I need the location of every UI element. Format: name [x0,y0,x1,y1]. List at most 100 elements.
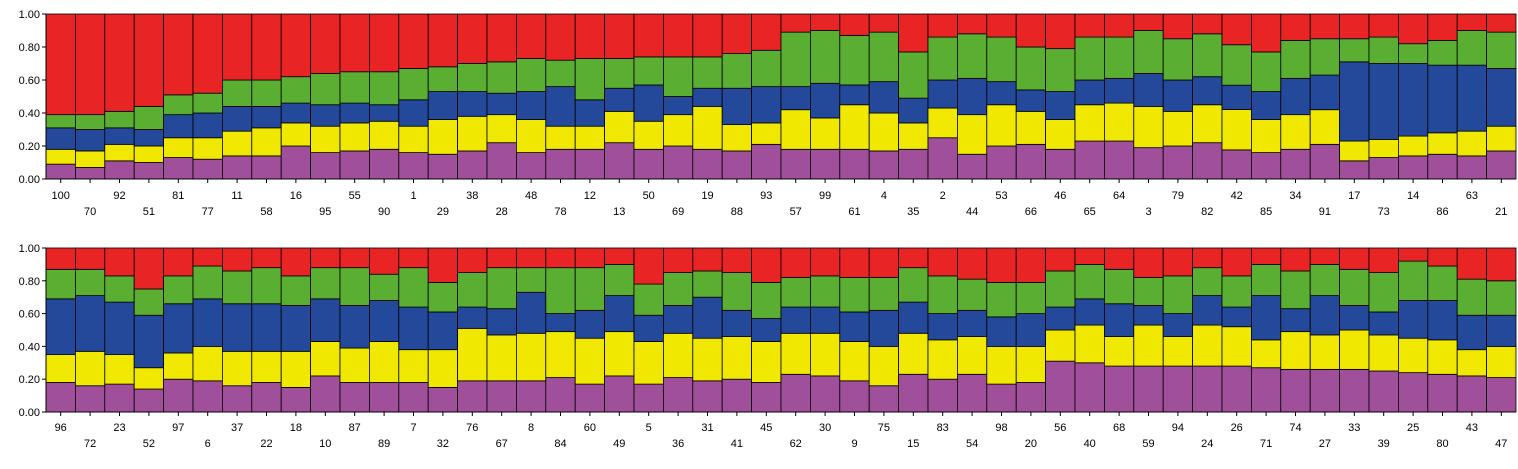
bar-47-green-segment [1486,280,1517,316]
bar-61-green-segment [839,35,870,86]
y-tick-label: 0.20 [19,141,40,153]
bar-80-red-segment [1427,247,1458,267]
bar-11-red-segment [221,13,253,81]
bar-49-blue-segment [604,295,635,333]
bar-55-blue-segment [339,102,370,124]
bar-72-purple-segment [75,385,106,413]
bar-20-red-segment [1015,247,1047,283]
bar-47-yellow-segment [1486,345,1517,378]
bar-54-green-segment [957,278,988,311]
bar-26-red-segment [1221,247,1252,277]
bar-8-blue-segment [516,291,547,334]
y-tick-label: 0.00 [19,174,40,186]
bar-54-red-segment [957,247,988,280]
bar-68-green-segment [1104,268,1135,305]
bar-11-green-segment [221,79,253,107]
x-tick-label: 93 [760,190,772,202]
x-tick-label: 81 [172,190,184,202]
bar-14-blue-segment [1398,63,1429,137]
bar-81-yellow-segment [163,137,194,158]
x-tick-label: 36 [672,438,684,450]
bar-75-red-segment [868,247,900,278]
bar-14-red-segment [1398,13,1429,45]
x-tick-label: 82 [1201,206,1213,218]
x-tick-label: 77 [202,206,214,218]
bar-32-blue-segment [427,311,459,351]
bar-92-blue-segment [104,127,135,145]
bar-53-blue-segment [986,81,1017,106]
bar-71-yellow-segment [1251,339,1282,369]
bar-93-blue-segment [751,86,782,124]
bar-29-blue-segment [427,91,459,121]
bar-24-red-segment [1192,247,1223,269]
x-tick-label: 59 [1142,438,1154,450]
bar-57-green-segment [780,31,811,88]
bar-18-green-segment [280,275,312,306]
x-tick-label: 96 [55,422,67,434]
bar-51-yellow-segment [133,145,164,163]
bar-66-blue-segment [1015,89,1047,112]
bar-95-green-segment [310,73,341,106]
bar-94-red-segment [1162,247,1193,277]
bar-43-green-segment [1456,278,1487,316]
bar-55-red-segment [339,13,370,73]
bar-22-blue-segment [251,303,282,352]
y-tick-label: 0.40 [19,341,40,353]
bar-44-green-segment [957,33,988,79]
bar-89-blue-segment [368,300,400,342]
y-tick-label: 0.40 [19,108,40,120]
bar-26-purple-segment [1221,365,1252,413]
bar-90-red-segment [368,13,400,73]
bar-44-yellow-segment [957,114,988,155]
bar-20-blue-segment [1015,313,1047,347]
x-tick-label: 99 [819,190,831,202]
bar-30-blue-segment [810,306,841,334]
bar-16-blue-segment [280,102,312,124]
bar-47-blue-segment [1486,314,1517,347]
bar-38-green-segment [457,63,488,92]
bar-1-red-segment [398,13,429,69]
bar-34-yellow-segment [1280,114,1311,150]
bar-93-green-segment [751,49,782,87]
bar-29-yellow-segment [427,119,459,155]
x-tick-label: 85 [1260,206,1272,218]
x-tick-label: 73 [1378,206,1390,218]
bar-67-blue-segment [486,308,517,336]
bar-13-blue-segment [604,87,635,112]
bar-53-green-segment [986,36,1017,83]
bar-84-red-segment [545,247,576,269]
bar-95-purple-segment [310,152,341,180]
bar-73-green-segment [1368,36,1399,64]
bar-82-red-segment [1192,13,1223,35]
bar-2-purple-segment [927,137,958,180]
x-tick-label: 16 [290,190,302,202]
bar-28-yellow-segment [486,114,517,144]
bar-7-yellow-segment [398,349,429,383]
x-tick-label: 31 [701,422,713,434]
bar-8-purple-segment [516,380,547,413]
bar-10-green-segment [310,267,341,300]
bar-32-yellow-segment [427,349,459,388]
bar-28-red-segment [486,13,517,63]
bar-15-purple-segment [898,373,929,413]
bar-84-yellow-segment [545,331,576,378]
bar-85-blue-segment [1251,91,1282,121]
bar-96-red-segment [45,247,76,270]
bar-19-blue-segment [692,87,723,107]
bar-69-red-segment [663,13,694,58]
bar-28-purple-segment [486,142,517,180]
bar-43-purple-segment [1456,375,1487,413]
bar-17-purple-segment [1339,160,1370,180]
bar-73-blue-segment [1368,63,1399,140]
x-tick-label: 84 [554,438,566,450]
x-tick-label: 92 [113,190,125,202]
bar-12-green-segment [574,58,606,101]
bar-36-blue-segment [663,304,694,334]
x-tick-label: 76 [466,422,478,434]
bar-100-red-segment [45,13,76,116]
bar-48-yellow-segment [516,119,547,153]
bar-41-red-segment [721,247,753,274]
bar-91-blue-segment [1309,74,1340,111]
bar-94-purple-segment [1162,365,1193,413]
bar-79-blue-segment [1162,79,1193,112]
